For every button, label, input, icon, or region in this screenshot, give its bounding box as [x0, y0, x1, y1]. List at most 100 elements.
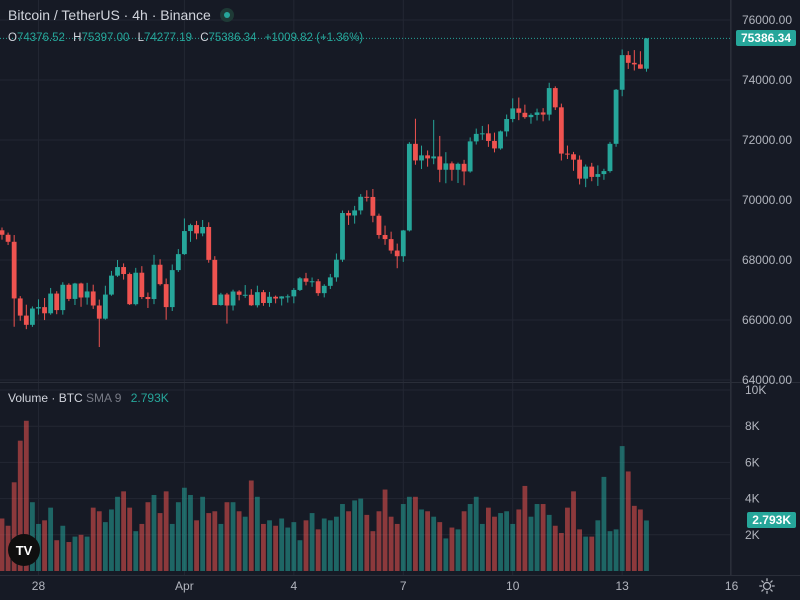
- volume-axis-label: 4K: [745, 492, 760, 506]
- candle-body: [479, 133, 485, 135]
- volume-bar: [601, 476, 607, 571]
- candle-body: [370, 196, 376, 216]
- candle-body: [11, 241, 17, 299]
- candle-body: [431, 156, 437, 159]
- time-axis-label: 7: [400, 579, 407, 593]
- candle-body: [200, 226, 206, 234]
- tradingview-logo-icon[interactable]: TV: [8, 534, 40, 566]
- candle-body: [5, 234, 11, 242]
- open-value: 74376.52: [16, 32, 65, 44]
- candle-body: [145, 297, 151, 300]
- price-axis-label: 70000.00: [742, 193, 792, 207]
- volume-bar: [72, 536, 78, 571]
- candle-body: [175, 254, 181, 271]
- volume-bar: [163, 491, 169, 571]
- high-label: H: [73, 32, 82, 44]
- volume-legend[interactable]: Volume · BTC SMA 9 2.793K: [8, 391, 169, 405]
- candle-body: [631, 62, 637, 65]
- volume-bar: [169, 523, 175, 571]
- volume-bar: [534, 504, 540, 571]
- candle-body: [303, 278, 309, 282]
- candle-body: [583, 166, 589, 179]
- candle-body: [473, 133, 479, 142]
- volume-bar: [552, 525, 558, 571]
- candle-body: [461, 163, 467, 172]
- low-value: 74277.19: [144, 32, 192, 44]
- candle-body: [212, 259, 218, 306]
- volume-legend-value: 2.793K: [130, 391, 169, 405]
- symbol-legend[interactable]: Bitcoin / TetherUS · 4h · Binance: [8, 7, 234, 23]
- volume-bar: [315, 529, 321, 571]
- candle-body: [528, 114, 534, 118]
- candle-body: [267, 296, 272, 303]
- candle-body: [388, 239, 394, 251]
- volume-bar: [291, 522, 297, 571]
- candle-body: [242, 294, 248, 296]
- volume-bar: [224, 502, 230, 571]
- candle-body: [589, 166, 595, 177]
- volume-bar: [376, 511, 382, 571]
- candle-body: [516, 108, 522, 113]
- candle-body: [218, 294, 224, 306]
- candle-body: [346, 213, 351, 216]
- volume-bar: [382, 489, 388, 571]
- volume-axis-label: 2K: [745, 528, 760, 542]
- volume-bar: [388, 516, 394, 571]
- volume-bar: [340, 504, 345, 571]
- volume-bars: [0, 420, 649, 571]
- candle-body: [406, 143, 412, 231]
- volume-bar: [236, 511, 242, 571]
- volume-bar: [109, 509, 114, 571]
- volume-bar: [279, 518, 285, 571]
- volume-bar: [254, 496, 260, 571]
- volume-bar: [631, 505, 637, 571]
- candle-body: [510, 108, 516, 120]
- volume-bar: [206, 513, 212, 571]
- candle-body: [467, 141, 473, 172]
- candle-body: [534, 112, 540, 115]
- volume-bar: [90, 507, 96, 571]
- volume-bar: [139, 523, 145, 571]
- candle-body: [236, 291, 242, 295]
- volume-bar: [182, 487, 187, 571]
- candle-body: [638, 64, 643, 69]
- volume-bar: [431, 516, 437, 571]
- volume-bar: [218, 523, 224, 571]
- candle-body: [121, 267, 126, 275]
- candles: [0, 38, 649, 348]
- volume-bar: [261, 523, 266, 571]
- candle-body: [66, 284, 72, 299]
- candle-body: [321, 285, 327, 294]
- volume-bar: [42, 520, 47, 571]
- volume-bar: [115, 496, 120, 571]
- volume-legend-name: Volume · BTC: [8, 391, 83, 405]
- volume-bar: [145, 502, 151, 571]
- candle-body: [84, 291, 90, 298]
- candle-body: [54, 293, 60, 311]
- volume-bar: [358, 498, 364, 571]
- candle-body: [558, 107, 564, 154]
- volume-bar: [565, 507, 570, 571]
- volume-bar: [309, 513, 315, 571]
- time-axis-label: 28: [32, 579, 46, 593]
- candle-body: [96, 305, 102, 319]
- candle-body: [413, 143, 418, 161]
- time-axis-label: 4: [290, 579, 297, 593]
- candle-body: [644, 38, 649, 69]
- candle-body: [109, 275, 114, 295]
- candle-body: [90, 291, 96, 306]
- volume-bar: [11, 482, 17, 571]
- volume-bar: [230, 502, 236, 571]
- volume-bar: [200, 496, 206, 571]
- volume-bar: [346, 511, 351, 571]
- candle-body: [595, 174, 601, 177]
- candle-body: [254, 292, 260, 306]
- volume-bar: [589, 536, 595, 571]
- settings-sun-icon[interactable]: [759, 578, 775, 594]
- volume-bar: [48, 507, 54, 571]
- price-axis-label: 72000.00: [742, 133, 792, 147]
- volume-bar: [583, 536, 589, 571]
- candle-body: [552, 88, 558, 108]
